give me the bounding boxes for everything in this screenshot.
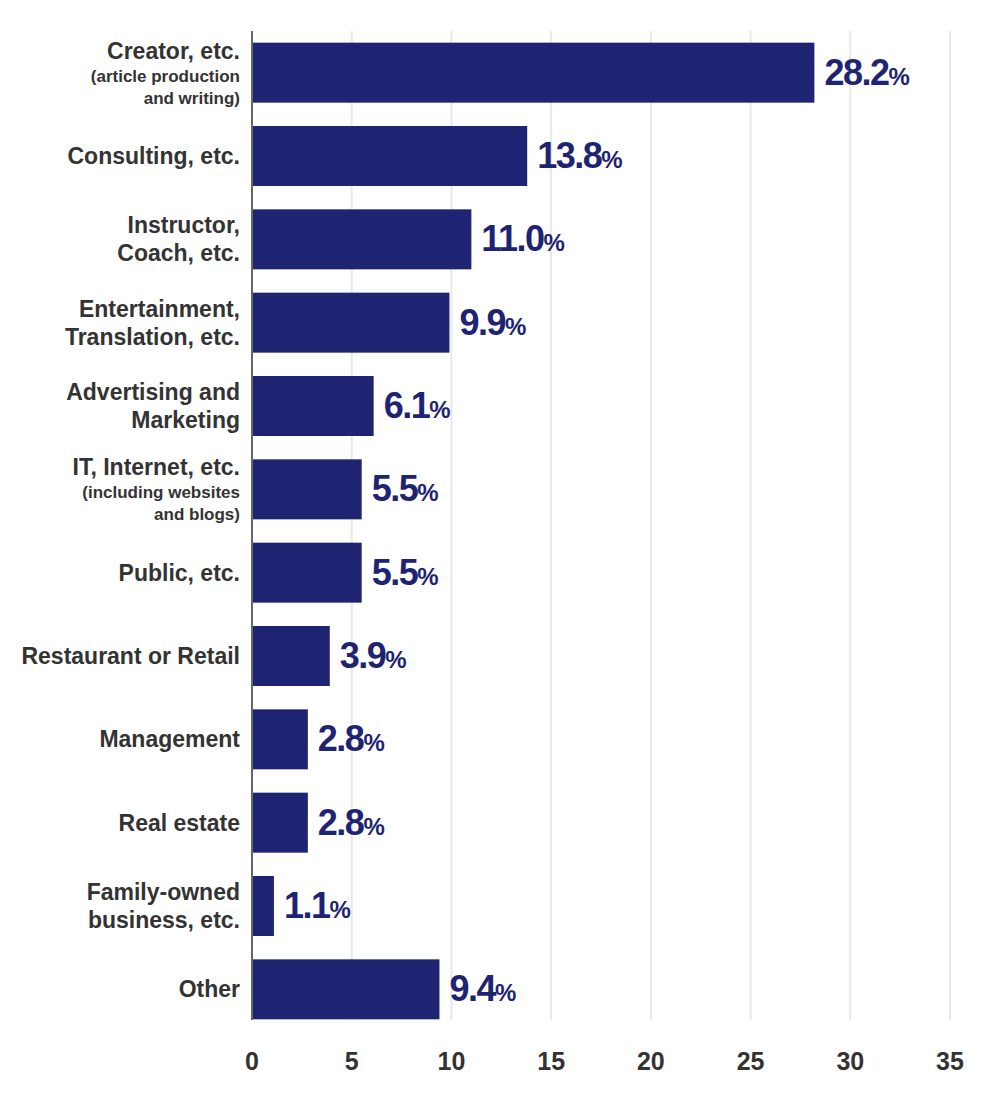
category-label: Real estate [119,810,240,836]
data-label: 13.8% [537,135,622,176]
category-label: Other [179,976,240,1002]
bar [252,626,330,686]
tick-label: 0 [245,1047,259,1075]
category-label: Restaurant or Retail [21,643,240,669]
bar [252,209,471,269]
data-label: 28.2% [824,52,909,93]
data-label: 9.4% [449,968,516,1009]
grid-line [750,31,752,1020]
bar [252,793,308,853]
grid-line [849,31,851,1020]
tick-label: 25 [737,1047,765,1075]
grid-line [550,31,552,1020]
data-label: 5.5% [372,468,439,509]
tick-label: 5 [345,1047,359,1075]
tick-label: 35 [936,1047,964,1075]
bar [252,876,274,936]
bar [252,43,814,103]
category-label: Advertising andMarketing [66,379,240,433]
category-label: Public, etc. [119,560,240,586]
category-label: Creator, etc.(article productionand writ… [91,38,240,108]
data-label: 2.8% [318,802,385,843]
data-label: 2.8% [318,718,385,759]
tick-label: 20 [637,1047,665,1075]
axis-line [251,31,253,1020]
grid-line [949,31,951,1020]
bars [252,43,814,1020]
data-label: 1.1% [284,885,351,926]
bar [252,376,374,436]
tick-label: 30 [836,1047,864,1075]
bar [252,459,362,519]
tick-label: 15 [537,1047,565,1075]
category-label: Entertainment,Translation, etc. [65,296,240,350]
category-label: Management [99,726,240,752]
bar [252,293,449,353]
chart: 0 5 10 15 20 25 30 35 Creator, etc.(article prod… [0,0,1000,1110]
category-label: Instructor,Coach, etc. [117,212,240,266]
category-label: Family-ownedbusiness, etc. [87,879,240,933]
grid-line [650,31,652,1020]
bar [252,959,439,1019]
data-label: 6.1% [384,385,451,426]
bar [252,126,527,186]
data-label: 3.9% [340,635,407,676]
data-label: 11.0% [481,218,564,259]
category-label: Consulting, etc. [68,143,241,169]
category-label: IT, Internet, etc.(including websitesand… [73,454,240,524]
tick-label: 10 [438,1047,466,1075]
data-label: 5.5% [372,552,439,593]
bar [252,709,308,769]
bar [252,543,362,603]
data-label: 9.9% [459,302,526,343]
